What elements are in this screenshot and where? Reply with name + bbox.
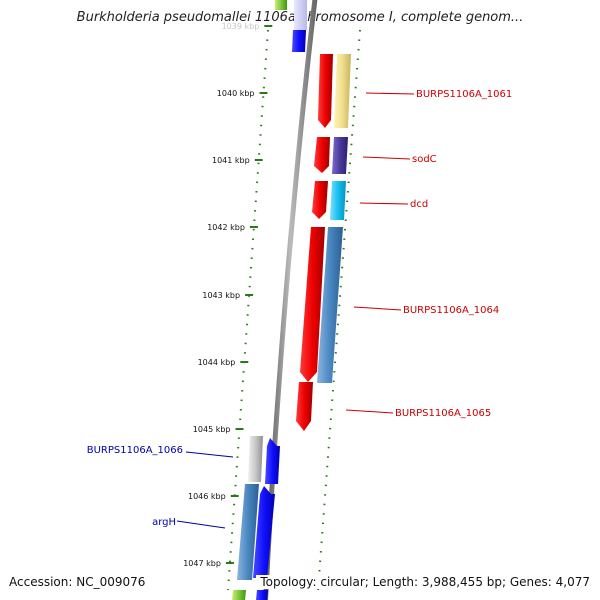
kbp-tick-label: 1040 kbp <box>217 89 255 98</box>
gene-BURPS1106A_1061 <box>318 54 333 128</box>
gene-BURPS1106A_1064 <box>300 227 325 382</box>
gene-feature <box>334 54 351 128</box>
gene-label[interactable]: argH <box>152 517 176 528</box>
gene-feature <box>294 0 307 30</box>
gene-label[interactable]: BURPS1106A_1065 <box>395 408 491 419</box>
gene-argH <box>253 486 275 578</box>
kbp-tick-label: 1046 kbp <box>188 492 226 501</box>
gene-labels: BURPS1106A_1061 sodC dcd BURPS1106A_1064… <box>87 89 513 528</box>
kbp-tick-label: 1041 kbp <box>212 156 250 165</box>
kbp-ticks: 1039 kbp 1040 kbp 1041 kbp 1042 kbp 1043 kbp… <box>183 22 273 568</box>
kbp-tick-label: 1042 kbp <box>207 223 245 232</box>
gene-label[interactable]: dcd <box>410 199 428 210</box>
kbp-tick-label: 1043 kbp <box>202 291 240 300</box>
gene-feature <box>275 0 287 10</box>
gene-feature <box>237 484 259 580</box>
gene-feature <box>256 590 268 600</box>
gene-label[interactable]: BURPS1106A_1061 <box>416 89 512 100</box>
gene-feature <box>232 590 246 600</box>
kbp-tick-label: 1044 kbp <box>198 358 236 367</box>
gene-feature <box>332 137 348 174</box>
genome-summary: Topology: circular; Length: 3,988,455 bp… <box>256 575 590 589</box>
gene-feature <box>330 181 346 220</box>
kbp-tick-label: 1039 kbp <box>222 22 260 31</box>
kbp-tick-label: 1047 kbp <box>183 559 221 568</box>
gene-BURPS1106A_1066 <box>248 436 263 482</box>
gene-label[interactable]: BURPS1106A_1066 <box>87 445 183 456</box>
gene-feature <box>265 438 280 484</box>
gene-sodC <box>314 137 330 173</box>
gene-feature <box>292 30 306 52</box>
gene-dcd <box>312 181 328 219</box>
gene-label[interactable]: sodC <box>412 154 437 165</box>
gene-label[interactable]: BURPS1106A_1064 <box>403 305 499 316</box>
label-connectors <box>176 92 415 529</box>
kbp-tick-label: 1045 kbp <box>193 425 231 434</box>
gene-feature <box>317 227 343 383</box>
gene-BURPS1106A_1065 <box>296 382 313 431</box>
accession-text: Accession: NC_009076 <box>9 575 146 589</box>
